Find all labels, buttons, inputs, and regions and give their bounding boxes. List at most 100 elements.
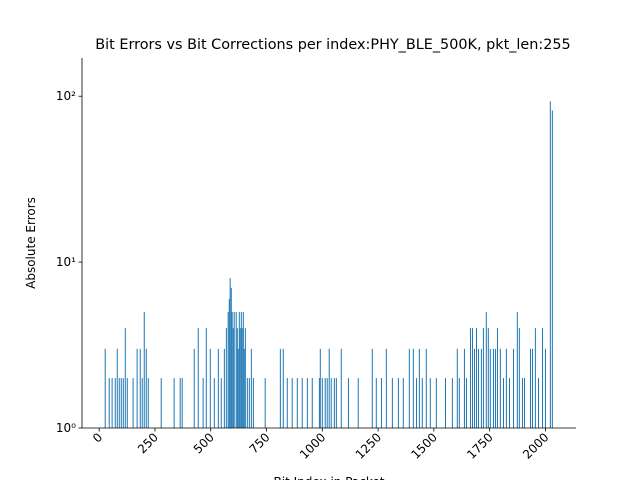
bar	[246, 378, 248, 428]
bar	[143, 312, 145, 428]
bar	[502, 378, 504, 428]
bar	[516, 312, 518, 428]
x-axis-label: Bit Index in Packet	[274, 475, 385, 480]
bar	[473, 348, 475, 428]
bar	[371, 348, 373, 428]
x-tick-label: 2000	[520, 430, 551, 461]
bar	[465, 378, 467, 428]
bar	[475, 328, 477, 428]
bar	[531, 348, 533, 428]
bar	[193, 348, 195, 428]
bar	[538, 378, 540, 428]
bar	[225, 328, 227, 428]
bar	[529, 348, 531, 428]
x-tick-label: 250	[135, 430, 161, 456]
bar	[391, 378, 393, 428]
bar	[114, 378, 116, 428]
bar	[240, 312, 242, 428]
bar	[311, 378, 313, 428]
bar	[232, 328, 234, 428]
bar	[319, 348, 321, 428]
bar	[340, 348, 342, 428]
bar	[205, 328, 207, 428]
bar	[160, 378, 162, 428]
bar	[471, 328, 473, 428]
bar	[108, 378, 110, 428]
x-tick-label: 1000	[297, 430, 328, 461]
bar	[375, 378, 377, 428]
bar	[521, 378, 523, 428]
x-tick-label: 750	[247, 430, 273, 456]
bar	[217, 348, 219, 428]
bar	[318, 378, 320, 428]
bar	[104, 348, 106, 428]
bar	[429, 378, 431, 428]
bar	[330, 378, 332, 428]
bar	[435, 378, 437, 428]
x-tick-label: 1250	[353, 430, 384, 461]
bar	[480, 348, 482, 428]
bar	[402, 378, 404, 428]
bar	[301, 378, 303, 428]
bar	[296, 378, 298, 428]
bar	[202, 378, 204, 428]
bar	[209, 348, 211, 428]
bar	[286, 378, 288, 428]
bar	[248, 378, 250, 428]
bar	[425, 348, 427, 428]
bar	[523, 378, 525, 428]
bar	[534, 328, 536, 428]
bar	[223, 348, 225, 428]
bar	[321, 378, 323, 428]
bar	[458, 378, 460, 428]
bar	[111, 378, 113, 428]
bar	[412, 348, 414, 428]
bar	[282, 348, 284, 428]
bar	[197, 328, 199, 428]
bar	[326, 378, 328, 428]
bar	[264, 378, 266, 428]
bar	[456, 348, 458, 428]
bar	[241, 328, 243, 428]
bar	[451, 378, 453, 428]
bar	[243, 348, 245, 428]
y-axis-label: Absolute Errors	[24, 197, 38, 289]
bar	[513, 348, 515, 428]
bar	[380, 378, 382, 428]
bar	[235, 312, 237, 428]
bar	[499, 348, 501, 428]
bar	[279, 348, 281, 428]
bar	[145, 348, 147, 428]
bar	[542, 328, 544, 428]
bar	[173, 378, 175, 428]
bar	[181, 378, 183, 428]
bar	[444, 378, 446, 428]
bar	[250, 348, 252, 428]
bar	[120, 378, 122, 428]
bar	[233, 312, 235, 428]
bar	[328, 348, 330, 428]
bar	[124, 328, 126, 428]
bar	[118, 378, 120, 428]
bar	[227, 312, 229, 428]
bar	[418, 348, 420, 428]
bar	[324, 378, 326, 428]
x-tick-label: 1750	[464, 430, 495, 461]
bar	[357, 378, 359, 428]
bar	[244, 328, 246, 428]
y-tick-label: 10⁰	[56, 421, 76, 435]
chart-title: Bit Errors vs Bit Corrections per index:…	[95, 37, 570, 53]
bar	[505, 348, 507, 428]
bar	[230, 287, 232, 428]
bar	[518, 328, 520, 428]
y-tick-label: 10¹	[56, 255, 76, 269]
bar	[147, 378, 149, 428]
bar	[335, 378, 337, 428]
bar	[509, 378, 511, 428]
bar	[238, 312, 240, 428]
bar	[489, 348, 491, 428]
bar	[236, 328, 238, 428]
x-tick-label: 500	[191, 430, 217, 456]
bar	[291, 378, 293, 428]
